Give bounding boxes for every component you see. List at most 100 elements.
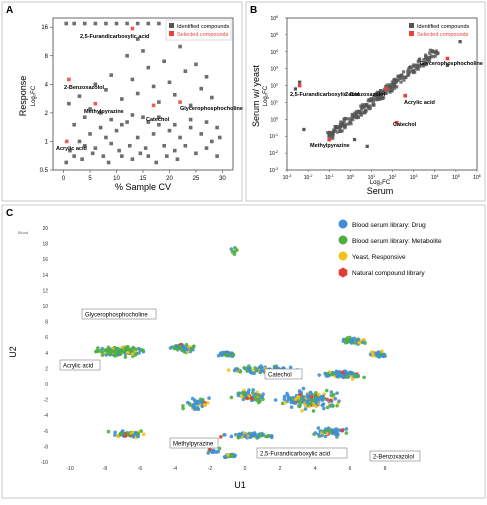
panel-b-y-label: Serum w/ yeast [251, 64, 261, 127]
panel-a-point [167, 80, 172, 85]
panel-a-points [64, 21, 222, 165]
panel-c-point [239, 394, 244, 399]
panel-a-point [172, 148, 177, 153]
panel-a-point [151, 84, 156, 89]
panel-b-point [375, 97, 380, 102]
panel-c-point [282, 394, 287, 399]
panel-a-point [82, 115, 87, 120]
panel-c-point [141, 432, 146, 437]
panel-b-point [423, 53, 428, 57]
panel-c-point [370, 351, 375, 356]
panel-a-point [162, 59, 166, 64]
panel-b-y-tick-label: 106 [270, 15, 278, 22]
panel-b-point [343, 124, 347, 128]
panel-b-point [348, 121, 352, 125]
panel-c-point [313, 431, 318, 435]
panel-b-point [350, 112, 354, 117]
panel-c-point [257, 434, 262, 439]
panel-c-point [331, 392, 336, 397]
panel-b-point [378, 89, 383, 93]
panel-b-legend [406, 20, 474, 40]
panel-b-point [384, 84, 388, 89]
panel-c-point [208, 447, 212, 452]
panel-b-legend-identified: Identified compounds [417, 24, 470, 30]
panel-a-point [175, 157, 180, 161]
panel-c-point [125, 345, 130, 350]
panel-c-y-tick-label: -6 [44, 429, 49, 435]
panel-b-point [355, 112, 359, 116]
panel-b-point [407, 70, 412, 74]
panel-b-point [338, 129, 342, 133]
panel-c-point [168, 346, 173, 350]
panel-a-point [130, 77, 135, 82]
panel-c-point [253, 396, 258, 401]
panel-c-point [377, 354, 382, 359]
panel-a-x-tick-label: 30 [219, 176, 226, 182]
panel-a-point [151, 132, 156, 136]
panel-a-annot-benzoxazolol: 2-Benzoxazolol [64, 85, 105, 91]
svg-text:2-Benzoxazolol: 2-Benzoxazolol [373, 455, 414, 461]
panel-b-selected-point [403, 93, 408, 98]
panel-c-point [344, 431, 349, 435]
panel-a-point [138, 151, 143, 156]
svg-text:2,5-Furandicarboxylic acid: 2,5-Furandicarboxylic acid [260, 452, 330, 458]
panel-c-point [116, 434, 120, 438]
panel-c-point [210, 450, 215, 455]
panel-c-point [321, 402, 326, 406]
panel-b-point [371, 102, 375, 106]
panel-b-point [355, 114, 359, 118]
panel-c-point [223, 432, 227, 437]
panel-c-point [308, 401, 313, 406]
panel-c-point [233, 453, 237, 458]
panel-c-point [283, 401, 287, 405]
panel-b-point [359, 107, 364, 111]
panel-b-point [445, 63, 450, 67]
panel-b-y-tick-label: 10-2 [269, 150, 278, 157]
panel-a-point [215, 125, 219, 130]
panel-c-point [96, 346, 100, 350]
panel-b-point [418, 64, 422, 68]
panel-b-annot-glycerophosphocholine: Glycerophosphocholine [420, 61, 483, 67]
panel-a-y-label: Response [18, 76, 28, 117]
panel-c-point [253, 366, 257, 370]
panel-a-point [183, 143, 188, 148]
panel-b-point [363, 111, 367, 115]
panel-c-point [316, 392, 321, 397]
panel-b-point [392, 79, 396, 83]
panel-b-point [430, 50, 434, 54]
panel-a-x-tick-label: 10 [113, 176, 120, 182]
panel-c-point [301, 386, 306, 391]
panel-c-point [261, 432, 266, 437]
panel-b-point [422, 58, 426, 62]
panel-a-point [88, 107, 92, 111]
panel-a-point [151, 103, 156, 108]
panel-a-annot-furandicarboxylic: 2,5-Furandicarboxylic acid [80, 34, 149, 40]
panel-c-y-tick-label: 14 [42, 273, 48, 279]
panel-b-point [393, 84, 397, 89]
panel-b-point [376, 95, 380, 100]
panel-c-point [206, 451, 211, 455]
panel-a-point [82, 21, 87, 26]
panel-a-point [194, 62, 198, 67]
panel-c-point [301, 398, 306, 403]
panel-b-point [335, 130, 340, 134]
panel-c-point [219, 435, 223, 439]
panel-b-label: B [250, 5, 257, 16]
panel-b-point [346, 122, 350, 126]
panel-c-point [331, 428, 336, 433]
panel-c-point [343, 337, 348, 342]
panel-a-point [183, 69, 188, 73]
panel-c-point [273, 398, 278, 402]
panel-b-point [339, 120, 343, 124]
panel-b-point [346, 117, 351, 121]
panel-c-annot-methylpyrazine: Methylpyrazine [169, 437, 219, 449]
panel-c-point [136, 432, 141, 436]
panel-b-point [365, 144, 369, 148]
panel-b-point [391, 84, 395, 88]
panel-c-y-tick-label: 10 [42, 304, 48, 310]
panel-a-point [120, 97, 124, 101]
panel-b-legend-swatch-identified [409, 23, 414, 28]
panel-a-point [188, 117, 193, 122]
panel-c-point [235, 367, 240, 371]
panel-a-point [120, 154, 124, 158]
